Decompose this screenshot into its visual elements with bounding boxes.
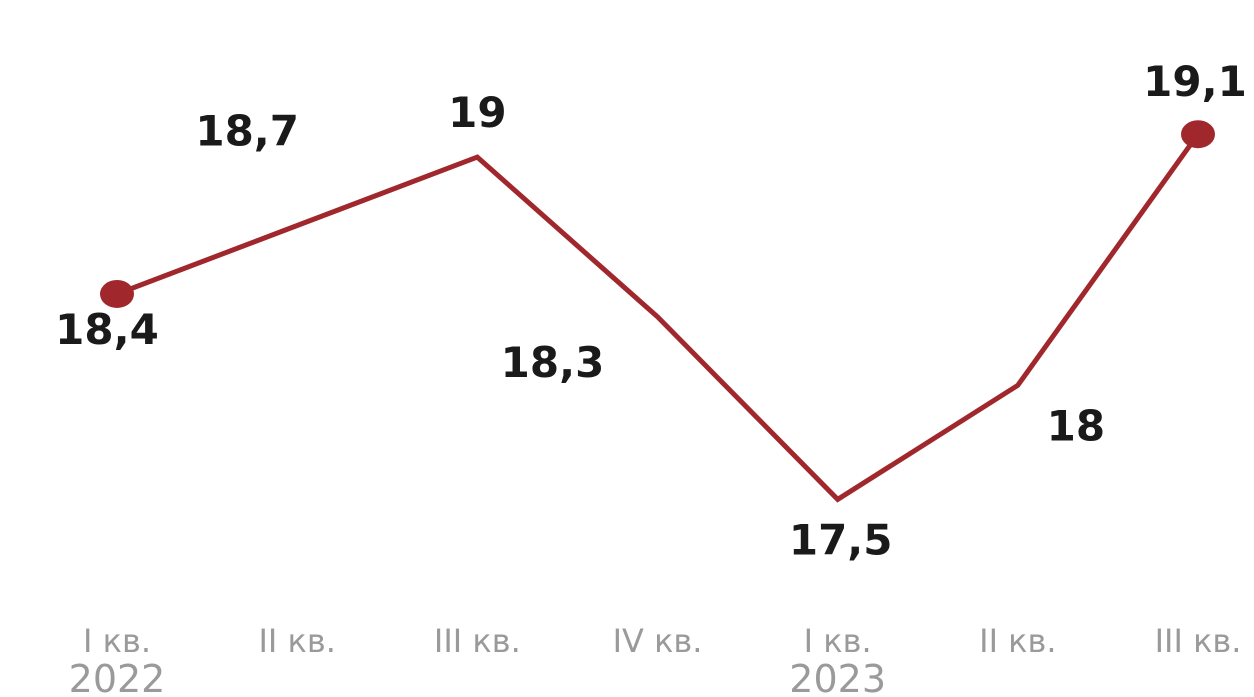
x-tick-label: I кв. (804, 622, 872, 660)
x-tick-label: IV кв. (613, 622, 703, 660)
marker-layer (100, 120, 1215, 308)
data-label: 17,5 (789, 515, 893, 564)
x-tick-label: III кв. (434, 622, 521, 660)
series-line-layer (114, 131, 1201, 503)
data-label: 18,7 (195, 107, 299, 156)
data-label-layer: 18,4 18,7 19 18,3 17,5 18 19,1 (55, 57, 1247, 564)
x-tick-label: II кв. (258, 622, 335, 660)
x-year-label: 2022 (69, 657, 166, 697)
data-point-marker (100, 279, 134, 308)
data-label: 19 (448, 88, 506, 137)
x-tick-label: I кв. (83, 622, 151, 660)
x-axis-tick-layer: I кв. II кв. III кв. IV кв. I кв. II кв. III к… (69, 622, 1242, 697)
x-tick-label: II кв. (979, 622, 1056, 660)
data-label: 19,1 (1143, 57, 1247, 106)
x-tick-label: III кв. (1155, 622, 1242, 660)
data-label: 18,3 (501, 338, 605, 387)
series-line (114, 131, 1201, 503)
x-year-label: 2023 (789, 657, 886, 697)
data-point-marker (1181, 120, 1215, 149)
data-label: 18 (1047, 401, 1105, 450)
data-label: 18,4 (55, 305, 159, 354)
